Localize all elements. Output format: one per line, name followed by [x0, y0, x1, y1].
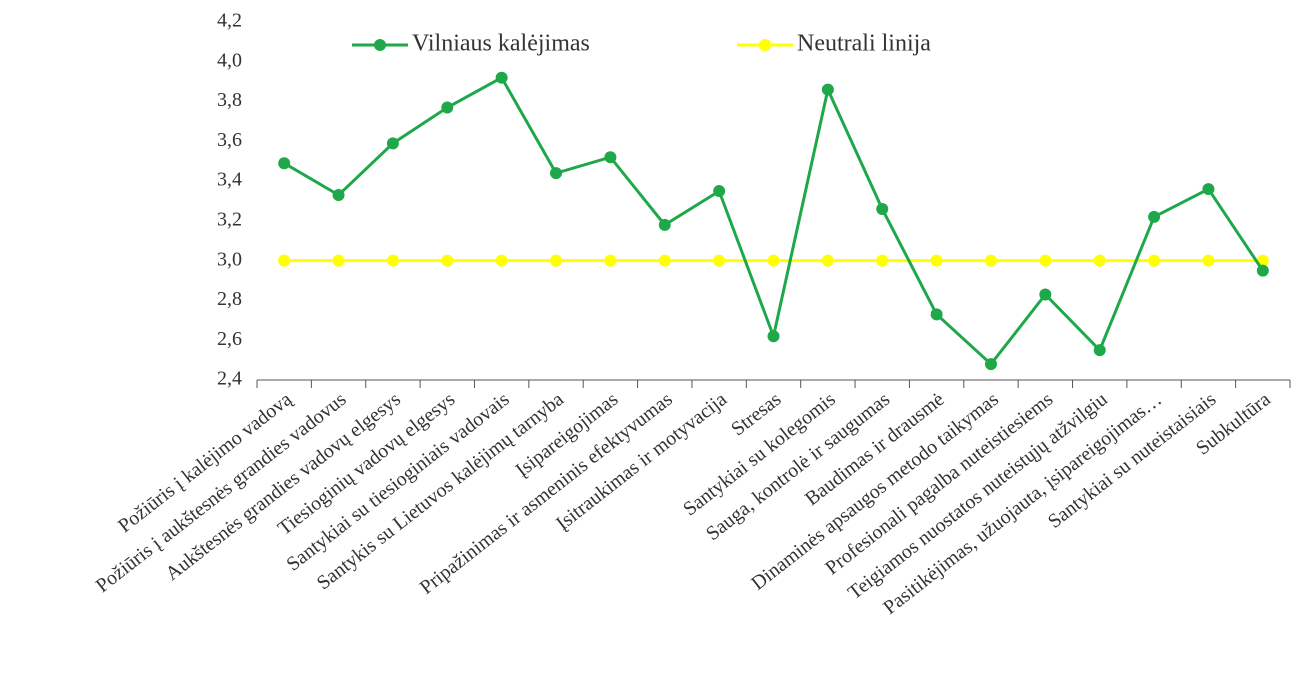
point: [984, 358, 997, 371]
legend-marker: [759, 39, 771, 51]
point: [495, 71, 508, 84]
point: [1148, 254, 1161, 267]
y-tick-label: 3,0: [217, 248, 242, 270]
point: [604, 151, 617, 164]
point: [1039, 254, 1052, 267]
point: [713, 185, 726, 198]
series-line: [283, 75, 1265, 367]
point: [821, 83, 834, 96]
point: [332, 189, 345, 202]
point: [1039, 288, 1052, 301]
y-tick-label: 2,8: [217, 288, 242, 310]
point: [1093, 344, 1106, 357]
point: [930, 308, 943, 321]
point: [767, 254, 780, 267]
y-tick-label: 2,6: [217, 328, 242, 350]
point: [713, 254, 726, 267]
point: [984, 254, 997, 267]
y-tick-label: 3,6: [217, 129, 242, 151]
point: [876, 202, 889, 215]
point: [1256, 264, 1269, 277]
point: [386, 137, 399, 150]
legend-marker: [374, 39, 386, 51]
y-tick-label: 3,8: [217, 89, 242, 111]
point: [550, 254, 563, 267]
point: [495, 254, 508, 267]
point: [1093, 254, 1106, 267]
point: [604, 254, 617, 267]
point: [332, 254, 345, 267]
point: [441, 101, 454, 114]
point: [550, 167, 563, 180]
point: [876, 254, 889, 267]
point: [441, 254, 454, 267]
y-tick-label: 4,2: [217, 10, 242, 32]
point: [1148, 210, 1161, 223]
y-tick-label: 2,4: [217, 368, 242, 390]
point: [767, 330, 780, 343]
point: [1202, 183, 1215, 196]
legend-label: Vilniaus kalėjimas: [412, 31, 590, 57]
point: [278, 254, 291, 267]
point: [386, 254, 399, 267]
point: [1202, 254, 1215, 267]
legend-label: Neutrali linija: [797, 31, 931, 57]
point: [278, 157, 291, 170]
y-tick-label: 3,2: [217, 208, 242, 230]
y-tick-label: 4,0: [217, 49, 242, 71]
point: [658, 254, 671, 267]
y-tick-label: 3,4: [217, 169, 242, 191]
point: [930, 254, 943, 267]
point: [658, 218, 671, 231]
point: [821, 254, 834, 267]
